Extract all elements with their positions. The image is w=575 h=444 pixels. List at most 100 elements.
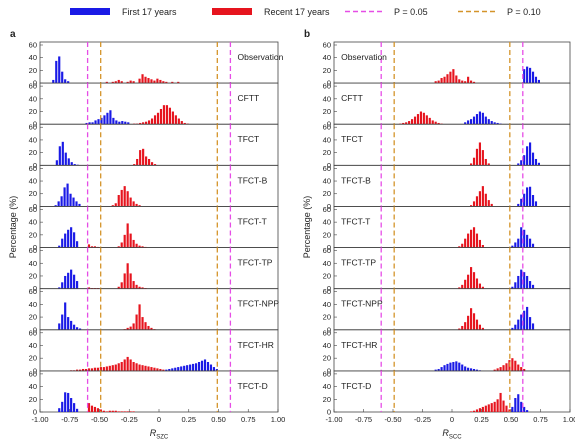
bar-first bbox=[523, 155, 526, 166]
bar-recent bbox=[159, 108, 163, 125]
panel-label: TFCT-D bbox=[341, 381, 371, 391]
bar-recent bbox=[87, 403, 91, 412]
x-tick-label: -1.00 bbox=[325, 415, 342, 424]
bar-first bbox=[520, 269, 523, 289]
bar-recent bbox=[478, 324, 481, 330]
bar-recent bbox=[114, 410, 117, 412]
bar-recent bbox=[144, 365, 147, 371]
bar-recent bbox=[443, 76, 446, 84]
subplot-frame bbox=[333, 164, 571, 207]
subplot-frame bbox=[39, 206, 279, 248]
panel-label: TFCT-NPP bbox=[341, 299, 383, 309]
bar-first bbox=[55, 60, 58, 84]
panel-label: CFTT bbox=[238, 93, 260, 103]
bar-first bbox=[458, 362, 461, 371]
bar-recent bbox=[419, 111, 422, 125]
bar-recent bbox=[446, 74, 449, 84]
bar-recent bbox=[165, 81, 168, 84]
bar-recent bbox=[162, 369, 165, 371]
bar-recent bbox=[481, 245, 484, 248]
bar-recent bbox=[111, 205, 114, 207]
bar-recent bbox=[123, 273, 126, 289]
bar-recent bbox=[464, 81, 467, 84]
bar-first bbox=[529, 238, 532, 248]
y-axis-label: Percentage (%) bbox=[302, 196, 312, 259]
bar-recent bbox=[475, 233, 479, 248]
bar-first bbox=[514, 398, 517, 412]
bar-recent bbox=[135, 203, 138, 207]
bar-recent bbox=[123, 411, 126, 412]
subplot-frame bbox=[39, 164, 279, 207]
bar-recent bbox=[411, 119, 414, 125]
bar-recent bbox=[90, 405, 94, 412]
y-tick-label: 40 bbox=[29, 382, 37, 391]
bar-recent bbox=[84, 368, 88, 371]
bar-first bbox=[58, 287, 61, 289]
bar-recent bbox=[129, 80, 132, 84]
bar-recent bbox=[505, 405, 508, 412]
bar-recent bbox=[458, 246, 461, 248]
bar-first bbox=[76, 281, 79, 289]
bar-recent bbox=[156, 78, 159, 84]
bar-first bbox=[537, 79, 540, 84]
y-tick-label: 20 bbox=[323, 395, 331, 404]
bar-first bbox=[520, 227, 523, 248]
bar-recent bbox=[177, 118, 180, 125]
bar-first bbox=[72, 197, 75, 207]
panel-letter: b bbox=[304, 29, 310, 40]
bar-recent bbox=[129, 233, 132, 248]
bar-first bbox=[64, 302, 67, 330]
bar-first bbox=[526, 275, 529, 289]
bar-first bbox=[461, 364, 464, 371]
bar-first bbox=[64, 152, 67, 166]
bar-recent bbox=[496, 399, 499, 412]
bar-first bbox=[54, 205, 57, 207]
bar-recent bbox=[505, 363, 508, 371]
bar-first bbox=[121, 121, 124, 125]
bar-first bbox=[523, 229, 526, 248]
y-tick-label: 20 bbox=[323, 148, 331, 157]
y-tick-label: 0 bbox=[327, 243, 331, 252]
bar-recent bbox=[150, 327, 153, 330]
bar-first bbox=[73, 324, 76, 330]
bar-first bbox=[69, 193, 72, 207]
bar-recent bbox=[141, 317, 144, 330]
bar-recent bbox=[475, 196, 479, 207]
chart-a: a 0 20 40 60 Observation 0 20 40 60 CFTT 0 20 40 60 TFC… bbox=[8, 29, 285, 441]
bar-recent bbox=[105, 411, 108, 412]
bar-first bbox=[64, 79, 67, 84]
y-tick-label: 40 bbox=[29, 135, 37, 144]
bar-recent bbox=[81, 368, 85, 371]
bar-recent bbox=[87, 368, 91, 371]
bar-first bbox=[517, 238, 520, 248]
bar-first bbox=[70, 320, 73, 330]
subplot: 0 20 40 60 TFCT-T bbox=[29, 205, 279, 252]
y-tick-label: 0 bbox=[33, 202, 37, 211]
y-tick-label: 20 bbox=[29, 66, 37, 75]
x-tick-label: -0.75 bbox=[355, 415, 372, 424]
panel-label: TFCT bbox=[341, 134, 363, 144]
bar-recent bbox=[481, 150, 484, 166]
bar-first bbox=[517, 203, 520, 207]
bar-recent bbox=[138, 304, 141, 330]
bar-recent bbox=[467, 233, 470, 248]
bar-recent bbox=[132, 201, 135, 207]
bar-first bbox=[209, 364, 213, 371]
bar-first bbox=[58, 323, 61, 330]
bar-recent bbox=[141, 365, 144, 371]
y-tick-label: 60 bbox=[323, 205, 331, 214]
y-tick-label: 20 bbox=[323, 189, 331, 198]
bar-first bbox=[475, 369, 479, 371]
bar-first bbox=[511, 327, 514, 330]
panel-label: TFCT-TP bbox=[238, 258, 273, 268]
y-tick-label: 40 bbox=[323, 300, 331, 309]
bar-first bbox=[523, 406, 526, 412]
bar-first bbox=[97, 119, 100, 125]
bar-first bbox=[526, 187, 529, 207]
bar-recent bbox=[138, 245, 141, 248]
bar-recent bbox=[478, 408, 481, 412]
bar-recent bbox=[141, 287, 144, 289]
y-tick-label: 0 bbox=[327, 79, 331, 88]
bar-recent bbox=[93, 246, 97, 248]
bar-recent bbox=[141, 246, 144, 248]
